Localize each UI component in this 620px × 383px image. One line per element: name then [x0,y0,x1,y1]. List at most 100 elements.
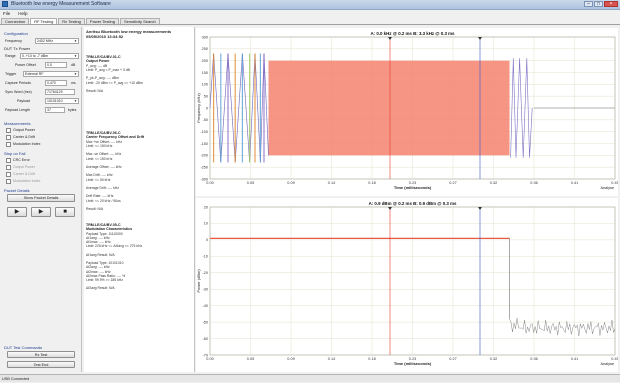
stop-modulation-index-checkbox[interactable]: Modulation Index [6,178,40,184]
y-tick-label: -50 [203,320,209,324]
stop-carrier-drift-checkbox[interactable]: Carrier & Drift [6,171,35,177]
close-button[interactable]: × [604,1,618,7]
x-tick-label: 0.36 [530,357,537,361]
tab-sensitivity-search[interactable]: Sensitivity Search [119,18,160,24]
settings-panel: Configuration Frequency 2402 MHz ▼ DUT Tx… [1,27,82,372]
result-line: Limit: -20 dBm <= P_avg <= +10 dBm [86,80,143,85]
payload-length-row: Payload Length 37 bytes [5,107,80,113]
modulation-index-checkbox[interactable]: Modulation Index [6,141,40,147]
maximize-button[interactable]: □ [594,1,603,7]
y-tick-label: -70 [203,353,209,357]
result-line: P_avg: ---- dB [86,63,108,68]
trigger-row: Trigger External RF ▼ [5,71,80,77]
app-icon [2,1,8,7]
power-chart-svg: 20 10 0 -10 -20 -30 -40 -50 -60 -700.00 0.05 0.09 0.… [196,201,618,366]
x-tick-label: 0.14 [328,357,335,361]
payload-label: Payload [17,99,30,103]
y-tick-label: 50 [204,94,208,98]
y-tick-label: -100 [200,130,208,134]
result-line: Limit: <= 20 kHz / 50us [86,198,121,203]
result-line: Result: N/A [86,207,104,212]
y-tick-label: -20 [203,271,209,275]
sync-word-input[interactable]: 71764129 [45,89,75,95]
capture-input[interactable]: 0.470 [45,80,67,86]
range-select[interactable]: 0..+10 to -7 dBm ▼ [20,53,79,59]
y-tick-label: -300 [200,177,208,181]
x-axis-label: Time (milliseconds) [394,361,432,366]
power-offset-label: Power Offset [15,63,36,67]
continuous-run-button[interactable]: ▶ [31,207,51,217]
output-power-checkbox[interactable]: Output Power [6,127,35,133]
x-tick-label: 0.05 [247,357,254,361]
marker-triangle-icon [388,207,392,210]
tab-connection[interactable]: Connection [1,18,30,24]
payload-length-input[interactable]: 37 [45,107,65,113]
y-tick-label: 300 [202,35,208,39]
y-tick-label: -40 [203,304,209,308]
y-tick-label: 250 [202,47,208,51]
frequency-select[interactable]: 2402 MHz ▼ [35,38,79,44]
trigger-select[interactable]: External RF ▼ [23,71,79,77]
carrier-drift-checkbox[interactable]: Carrier & Drift [6,134,35,140]
show-packet-details-button[interactable]: Show Packet Details [7,194,75,202]
single-run-button[interactable]: ▶ [7,207,27,217]
frequency-trace-band [268,60,510,156]
y-tick-label: 20 [204,205,208,209]
result-block-heading: TRM-LE/CA/BV-01-C [86,55,121,59]
play-continuous-icon: ▶ [38,209,44,215]
payload-select[interactable]: 10101010 ▼ [45,98,79,104]
measurements-heading: Measurements [4,121,31,126]
y-tick-label: 150 [202,71,208,75]
result-line: Payload Type: 10101010 [86,261,124,266]
stop-icon: ■ [63,209,67,215]
y-axis-label: Power (dBm) [196,269,201,293]
result-line: Limit: P_avg < P_max + 3 dB [86,68,130,73]
tab-power-testing[interactable]: Power Testing [85,18,119,24]
y-tick-label: -30 [203,288,209,292]
x-tick-label: 0.45 [611,181,618,185]
tab-rx-testing[interactable]: Rx Testing [58,18,85,24]
rx-test-button[interactable]: Rx Test [7,351,75,358]
minimize-button[interactable]: – [584,1,593,7]
status-bar: USB Connected [0,374,620,382]
results-panel: Anritsu Bluetooth low energy measurement… [84,27,195,372]
stop-on-fail-heading: Stop on Fail [4,151,26,156]
menu-file[interactable]: File [3,11,11,16]
x-tick-label: 0.14 [328,181,335,185]
sync-word-label: Sync Word (hex) [5,90,32,94]
test-end-button[interactable]: Test End [7,361,75,368]
x-axis-label: Time (milliseconds) [394,185,432,190]
range-label: Range [5,54,16,58]
x-tick-label: 0.00 [206,357,213,361]
y-axis-label: Frequency (kHz) [196,93,201,123]
x-tick-label: 0.27 [449,181,456,185]
window-title: Bluetooth low energy Measurement Softwar… [11,1,111,7]
crc-error-checkbox[interactable]: CRC Error [6,157,30,163]
chevron-down-icon: ▼ [74,54,77,58]
power-offset-input[interactable]: 0.0 [45,62,67,68]
result-line: Max Drift: ---- kHz [86,173,113,178]
x-tick-label: 0.00 [206,181,213,185]
y-tick-label: -250 [200,165,208,169]
x-tick-label: 0.23 [409,181,416,185]
stop-button[interactable]: ■ [55,207,75,217]
result-line: Payload Type: 11110000 [86,231,123,236]
capture-label: Capture Periods [5,81,31,85]
sync-word-row: Sync Word (hex) 71764129 [5,89,80,95]
tab-rf-testing[interactable]: RF Testing [30,18,58,24]
y-tick-label: 10 [204,222,208,226]
trigger-label: Trigger [5,72,17,76]
power-chart: 20 10 0 -10 -20 -30 -40 -50 -60 -70 0.00 0.05 0.09 0.… [196,198,618,372]
result-block: TRM-LE/CA/BV-06-C Carrier Frequency Offse… [86,131,192,211]
result-line: Limit: <= 150 kHz [86,156,113,161]
dut-commands-heading: DUT Test Commands [4,345,43,350]
y-tick-label: -10 [203,255,209,259]
x-tick-label: 0.41 [571,357,578,361]
menu-help[interactable]: Help [18,11,28,16]
result-line: Max +ve Offset: ---- kHz [86,139,123,144]
result-line: Δf2max Pass Ratio: ---- % [86,273,126,278]
payload-length-unit: bytes [68,108,77,112]
y-tick-label: -200 [200,154,208,158]
y-tick-label: 100 [202,83,208,87]
stop-output-power-checkbox[interactable]: Output Power [6,164,35,170]
